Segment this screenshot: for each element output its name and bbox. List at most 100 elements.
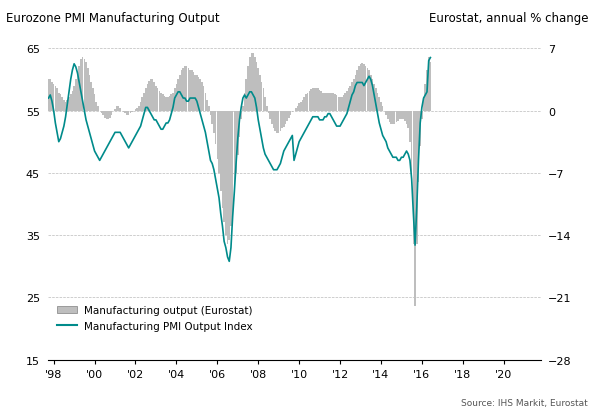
Bar [296, 107, 298, 111]
Bar [189, 71, 191, 111]
Bar [48, 80, 49, 111]
Bar [229, 111, 230, 240]
Bar [118, 107, 119, 111]
Bar [428, 58, 429, 111]
Bar [264, 98, 266, 111]
Bar [67, 101, 68, 111]
Bar [210, 111, 211, 116]
Bar [153, 83, 155, 111]
Bar [147, 85, 148, 111]
Bar [346, 92, 347, 111]
Bar [283, 111, 285, 127]
Bar [49, 80, 51, 111]
Bar [230, 111, 232, 227]
Bar [360, 65, 361, 111]
Bar [170, 95, 172, 111]
Bar [75, 80, 77, 111]
Bar [314, 89, 315, 111]
Bar [317, 89, 319, 111]
Text: Source: IHS Markit, Eurostat: Source: IHS Markit, Eurostat [462, 398, 588, 407]
Bar [310, 90, 312, 111]
Bar [218, 111, 220, 173]
Bar [324, 94, 326, 111]
Bar [399, 111, 400, 120]
Bar [68, 98, 70, 111]
Bar [164, 97, 165, 111]
Bar [327, 94, 329, 111]
Bar [179, 76, 181, 111]
Text: Eurostat, annual % change: Eurostat, annual % change [428, 12, 588, 25]
Bar [90, 83, 92, 111]
Bar [237, 111, 239, 156]
Bar [429, 63, 431, 111]
Bar [165, 98, 167, 111]
Bar [411, 111, 412, 173]
Bar [233, 111, 235, 196]
Bar [80, 60, 82, 111]
Bar [116, 107, 118, 111]
Bar [358, 67, 359, 111]
Bar [375, 89, 377, 111]
Legend: Manufacturing output (Eurostat), Manufacturing PMI Output Index: Manufacturing output (Eurostat), Manufac… [52, 301, 257, 335]
Bar [370, 76, 372, 111]
Bar [274, 111, 276, 132]
Bar [413, 111, 414, 245]
Bar [92, 89, 94, 111]
Bar [241, 111, 242, 120]
Bar [129, 111, 131, 114]
Bar [123, 111, 124, 113]
Bar [245, 80, 247, 111]
Bar [172, 94, 174, 111]
Bar [167, 98, 169, 111]
Bar [198, 77, 200, 111]
Bar [298, 104, 300, 111]
Bar [96, 102, 97, 111]
Bar [259, 76, 261, 111]
Bar [409, 111, 411, 142]
Bar [404, 111, 406, 122]
Bar [414, 111, 416, 307]
Bar [388, 111, 390, 123]
Bar [191, 71, 192, 111]
Bar [308, 92, 310, 111]
Bar [192, 73, 194, 111]
Bar [78, 67, 80, 111]
Bar [148, 82, 150, 111]
Bar [356, 71, 358, 111]
Bar [194, 76, 196, 111]
Bar [119, 108, 121, 111]
Bar [182, 69, 184, 111]
Bar [329, 94, 331, 111]
Bar [280, 111, 281, 132]
Bar [247, 67, 249, 111]
Bar [334, 95, 336, 111]
Bar [157, 89, 159, 111]
Bar [268, 111, 269, 114]
Bar [339, 98, 341, 111]
Bar [203, 86, 204, 111]
Bar [73, 86, 75, 111]
Bar [341, 98, 343, 111]
Bar [87, 69, 89, 111]
Bar [126, 111, 128, 116]
Bar [59, 95, 61, 111]
Bar [145, 89, 147, 111]
Bar [63, 101, 65, 111]
Bar [53, 85, 55, 111]
Bar [372, 80, 373, 111]
Bar [336, 96, 337, 111]
Bar [184, 67, 186, 111]
Bar [319, 91, 320, 111]
Bar [56, 89, 58, 111]
Bar [286, 111, 288, 122]
Bar [94, 95, 96, 111]
Bar [305, 95, 307, 111]
Bar [363, 65, 365, 111]
Bar [392, 111, 394, 125]
Bar [100, 111, 102, 114]
Bar [65, 102, 67, 111]
Bar [239, 111, 241, 138]
Bar [266, 107, 267, 111]
Bar [397, 111, 399, 122]
Bar [186, 67, 188, 111]
